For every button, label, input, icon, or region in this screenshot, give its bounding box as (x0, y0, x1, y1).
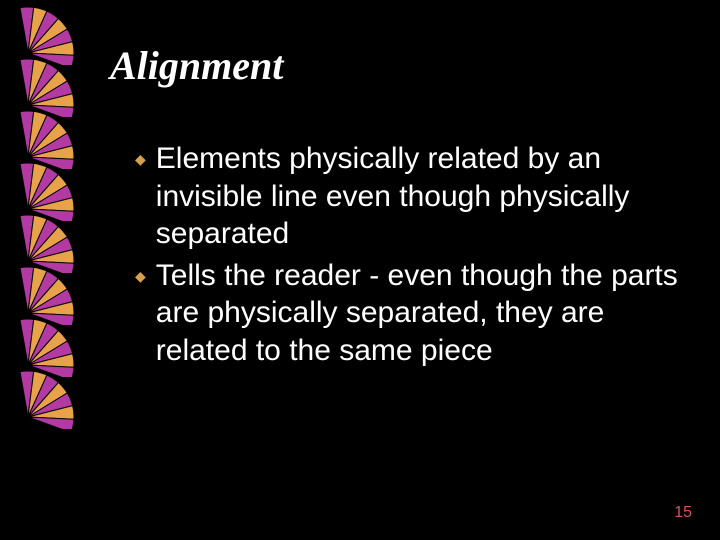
spiral-icon (10, 265, 90, 325)
bullet-item: ◆ Tells the reader - even though the part… (135, 257, 695, 370)
decorative-spiral-column (10, 5, 90, 421)
spiral-icon (10, 213, 90, 273)
bullet-text: Elements physically related by an invisi… (156, 140, 695, 253)
bullet-marker-icon: ◆ (135, 152, 146, 166)
bullet-marker-icon: ◆ (135, 269, 146, 283)
slide-title: Alignment (110, 42, 283, 89)
bullet-list: ◆ Elements physically related by an invis… (135, 140, 695, 373)
spiral-icon (10, 5, 90, 65)
spiral-icon (10, 161, 90, 221)
spiral-icon (10, 317, 90, 377)
bullet-text: Tells the reader - even though the parts… (156, 257, 695, 370)
spiral-icon (10, 369, 90, 429)
page-number: 15 (674, 504, 692, 522)
bullet-item: ◆ Elements physically related by an invis… (135, 140, 695, 253)
spiral-icon (10, 109, 90, 169)
spiral-icon (10, 57, 90, 117)
